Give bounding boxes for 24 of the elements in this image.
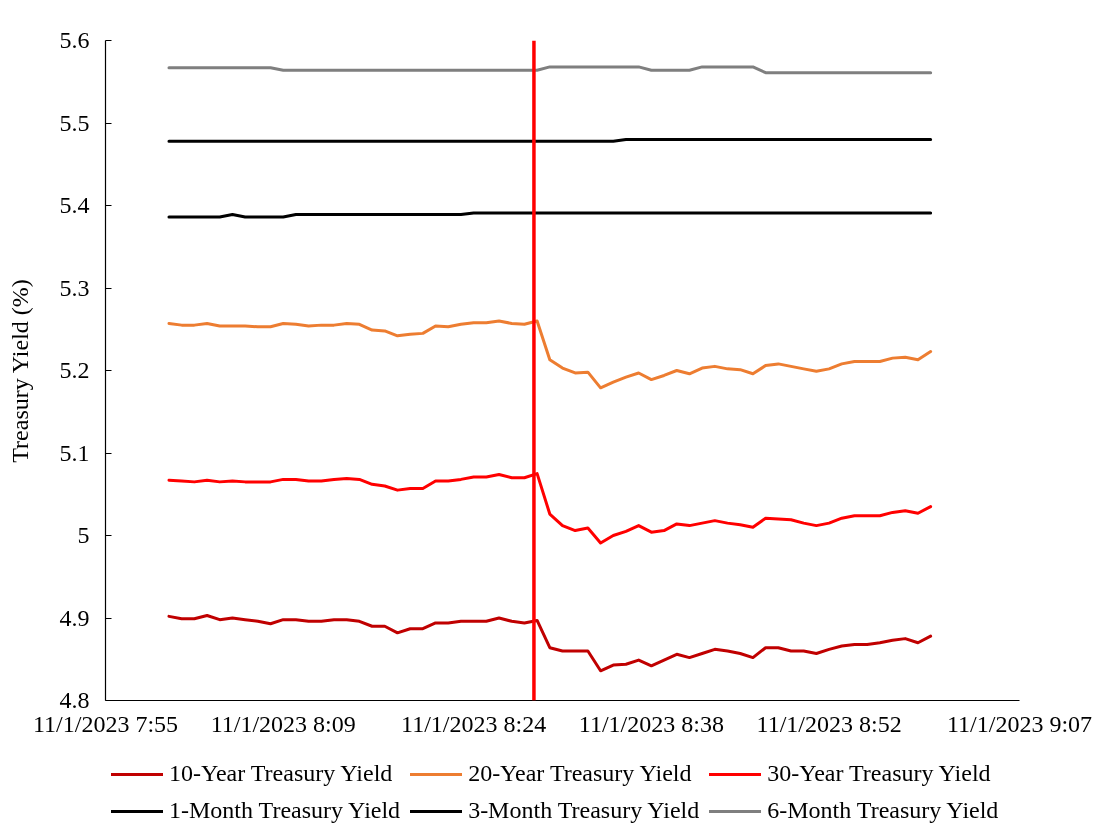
y-tick-label: 4.8 (59, 687, 90, 713)
x-tick-label: 11/1/2023 8:09 (210, 710, 356, 737)
legend-label: 30-Year Treasury Yield (767, 760, 991, 787)
y-axis-title: Treasury Yield (%) (6, 279, 33, 463)
y-tick-label: 5.6 (59, 27, 90, 53)
y-tick-label: 4.9 (59, 604, 90, 631)
x-tick-label: 11/1/2023 8:24 (401, 710, 547, 737)
x-tick-label: 11/1/2023 9:07 (946, 710, 1093, 737)
legend-label: 6-Month Treasury Yield (767, 797, 999, 824)
y-tick-label: 5.3 (59, 274, 90, 301)
legend-label: 10-Year Treasury Yield (169, 760, 393, 787)
x-tick-label: 11/1/2023 8:38 (578, 710, 724, 737)
x-tick-label: 11/1/2023 7:55 (32, 710, 179, 737)
x-tick-label: 11/1/2023 8:52 (756, 710, 902, 737)
legend-label: 1-Month Treasury Yield (169, 797, 401, 824)
y-tick-label: 5 (77, 522, 90, 548)
y-tick-label: 5.5 (59, 109, 90, 136)
y-tick-label: 5.1 (59, 439, 90, 466)
y-tick-label: 5.2 (59, 357, 90, 383)
legend-label: 20-Year Treasury Yield (468, 760, 692, 787)
y-tick-label: 5.4 (59, 192, 90, 218)
legend-label: 3-Month Treasury Yield (468, 797, 700, 824)
line-series (167, 319, 933, 390)
line-series (167, 614, 933, 673)
